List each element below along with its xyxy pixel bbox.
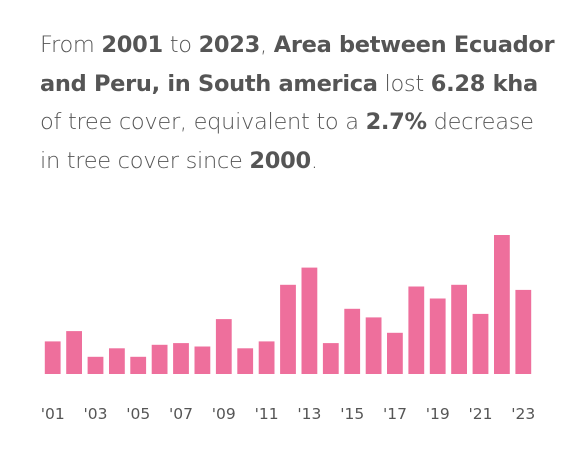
bar-'18: [408, 286, 425, 374]
bar-'17: [387, 332, 403, 374]
bar-'13: [301, 267, 318, 374]
summary-to: to: [169, 32, 192, 58]
x-tick-label: '23: [511, 405, 535, 423]
bar-'03: [87, 356, 104, 374]
bar-'05: [130, 356, 147, 374]
x-tick-label: '13: [297, 405, 321, 423]
bar-'02: [66, 331, 82, 374]
bar-'21: [472, 313, 489, 374]
bar-'14: [322, 343, 339, 374]
x-tick-label: '01: [41, 405, 65, 423]
summary-text-a: of tree cover, equivalent to a: [40, 109, 359, 135]
bar-'10: [237, 348, 254, 374]
summary-end-year: 2023: [198, 32, 261, 58]
bar-'23: [515, 289, 532, 374]
summary-comma: ,: [260, 32, 267, 58]
x-tick-label: '19: [426, 405, 450, 423]
x-tick-label: '05: [126, 405, 150, 423]
summary-text-b: decrease in tree cover since: [40, 109, 534, 174]
bar-'15: [344, 308, 361, 374]
bar-'04: [109, 348, 125, 374]
bar-'07: [173, 343, 189, 374]
bar-'09: [215, 319, 232, 374]
bar-'19: [429, 298, 446, 374]
summary-percent: 2.7%: [365, 109, 428, 135]
x-tick-label: '03: [84, 405, 108, 423]
bar-'08: [194, 346, 211, 374]
x-tick-label: '11: [255, 405, 279, 423]
summary-text: From 2001 to 2023, Area between Ecuador …: [40, 26, 560, 180]
summary-lost: lost: [384, 70, 425, 97]
summary-period: .: [310, 147, 318, 174]
bar-'06: [151, 344, 168, 374]
x-tick-label: '09: [212, 405, 236, 423]
summary-region: Area between Ecuador and Peru, in South …: [40, 32, 555, 97]
bar-'16: [365, 317, 382, 374]
summary-start-year: 2001: [101, 32, 163, 58]
x-tick-label: '07: [169, 405, 193, 423]
summary-from: From: [40, 32, 95, 58]
summary-base-year: 2000: [249, 147, 311, 174]
x-tick-label: '21: [469, 405, 493, 423]
bar-'20: [451, 284, 467, 374]
x-tick-label: '17: [383, 405, 407, 423]
summary-amount: 6.28 kha: [430, 70, 538, 97]
bar-'12: [280, 284, 296, 374]
bar-'11: [258, 341, 275, 374]
x-tick-label: '15: [340, 405, 364, 423]
bar-'22: [494, 235, 510, 374]
bar-'01: [44, 341, 61, 374]
